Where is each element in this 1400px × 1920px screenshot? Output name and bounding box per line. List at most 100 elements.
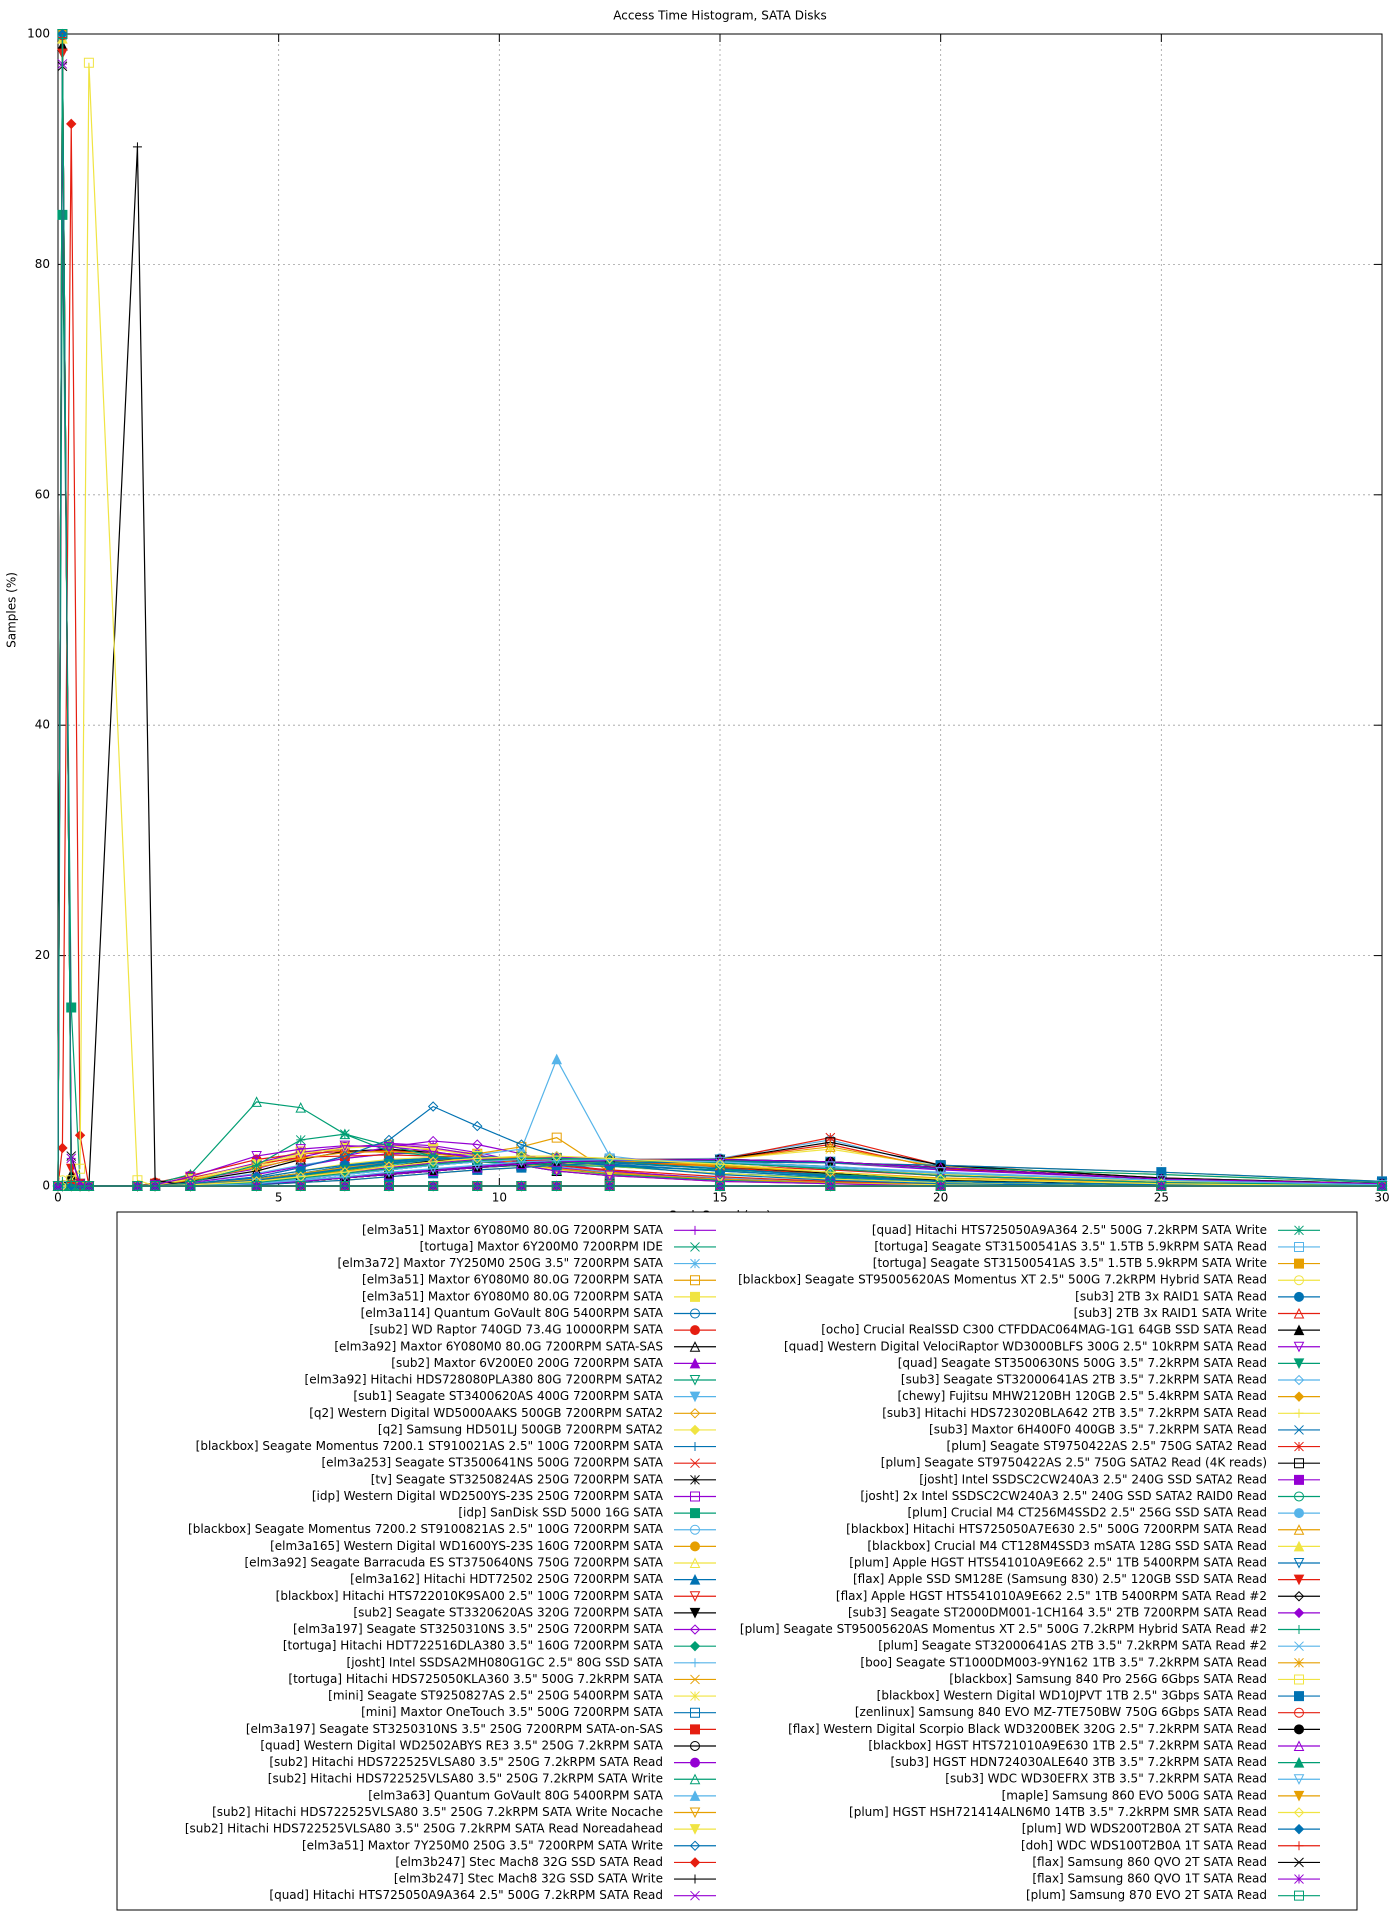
marker (472, 1181, 483, 1191)
legend-marker (689, 1424, 701, 1436)
legend-box (116, 1211, 1358, 1911)
legend-label: [blackbox] Samsung 840 Pro 256G 6Gbps SA… (949, 1672, 1267, 1686)
y-tick-label: 80 (35, 257, 50, 271)
legend-label: [idp] Western Digital WD2500YS-23S 250G … (312, 1489, 664, 1503)
marker (551, 1181, 562, 1191)
marker (295, 1144, 307, 1155)
legend-label: [plum] Seagate ST9750422AS 2.5" 750G SAT… (947, 1439, 1267, 1453)
legend-marker (690, 1275, 700, 1286)
y-axis-label: Samples (%) (5, 572, 19, 648)
marker (251, 1151, 262, 1162)
marker (383, 1168, 395, 1180)
marker (472, 1120, 483, 1132)
legend-label: [quad] Western Digital VelociRaptor WD30… (784, 1339, 1267, 1353)
marker (551, 1150, 562, 1162)
marker (57, 1142, 68, 1154)
legend-marker (690, 1458, 700, 1469)
marker (825, 1181, 836, 1191)
legend-marker (690, 1491, 700, 1502)
legend-label: [sub1] Seagate ST3400620AS 400G 7200RPM … (353, 1389, 663, 1403)
marker (384, 1181, 394, 1191)
marker (150, 1181, 161, 1191)
marker (551, 1132, 562, 1143)
legend-label: [sub3] 2TB 3x RAID1 SATA Read (1075, 1289, 1267, 1303)
marker (251, 1160, 262, 1171)
legend-label: [blackbox] Seagate Momentus 7200.2 ST910… (188, 1522, 664, 1536)
legend-label: [blackbox] Hitachi HTS722010K9SA00 2.5" … (276, 1589, 664, 1603)
legend-label: [plum] Crucial M4 CT256M4SSD2 2.5" 256G … (907, 1506, 1267, 1520)
legend-label: [blackbox] Seagate ST95005620AS Momentus… (738, 1273, 1267, 1287)
marker (516, 1156, 527, 1168)
marker (604, 1153, 615, 1164)
x-tick-label: 5 (275, 1191, 283, 1205)
legend-marker (1293, 1790, 1305, 1802)
legend-label: [idp] SanDisk SSD 5000 16G SATA (458, 1506, 663, 1520)
legend-marker (689, 1341, 701, 1352)
legend-label: [sub2] Hitachi HDS722525VLSA80 3.5" 250G… (269, 1755, 663, 1769)
legend-label: [sub2] Maxtor 6V200E0 200G 7200RPM SATA (391, 1356, 663, 1370)
marker (516, 1141, 527, 1152)
marker (825, 1137, 836, 1148)
legend-label: [flax] Apple SSD SM128E (Samsung 830) 2.… (853, 1572, 1267, 1586)
legend-marker (689, 1740, 701, 1751)
legend-marker (690, 1674, 700, 1685)
legend-marker (1293, 1508, 1305, 1519)
legend-marker (689, 1408, 701, 1419)
legend-marker (690, 1442, 700, 1452)
legend-marker (689, 1840, 701, 1851)
marker (551, 1053, 563, 1065)
marker (185, 1181, 196, 1191)
marker (384, 1140, 394, 1151)
legend-label: [sub3] Hitachi HDS723020BLA642 2TB 3.5" … (882, 1406, 1267, 1420)
legend-label: [flax] Apple HGST HTS541010A9E662 2.5" 1… (836, 1589, 1267, 1603)
marker (427, 1156, 439, 1168)
legend-marker (689, 1375, 701, 1386)
legend-label: [chewy] Fujitsu MHW2120BH 120GB 2.5" 5.4… (897, 1389, 1267, 1403)
legend-marker (1293, 1740, 1305, 1751)
legend-label: [tortuga] Seagate ST31500541AS 3.5" 1.5T… (874, 1239, 1267, 1253)
legend-marker (1294, 1474, 1304, 1485)
legend-label: [josht] 2x Intel SSDSC2CW240A3 2.5" 240G… (860, 1489, 1267, 1503)
legend-label: [mini] Maxtor OneTouch 3.5" 500G 7200RPM… (361, 1705, 664, 1719)
legend-label: [elm3a51] Maxtor 7Y250M0 250G 3.5" 7200R… (302, 1838, 663, 1852)
legend-marker (1294, 1408, 1304, 1418)
legend-label: [maple] Samsung 860 EVO 500G SATA Read (1002, 1788, 1267, 1802)
legend-label: [elm3b247] Stec Mach8 32G SSD SATA Read (395, 1855, 663, 1869)
legend-label: [tortuga] Hitachi HDT722516DLA380 3.5" 1… (283, 1639, 664, 1653)
marker (604, 1181, 615, 1191)
legend-marker (690, 1225, 700, 1235)
legend-label: [elm3a162] Hitachi HDT72502 250G 7200RPM… (350, 1572, 664, 1586)
legend-marker (689, 1807, 701, 1819)
legend-marker (1293, 1374, 1305, 1386)
legend-label: [sub2] WD Raptor 740GD 73.4G 10000RPM SA… (369, 1323, 664, 1337)
marker (472, 1153, 483, 1164)
legend-label: [elm3a253] Seagate ST3500641NS 500G 7200… (321, 1456, 663, 1470)
marker (83, 1181, 94, 1191)
marker (715, 1181, 725, 1191)
legend-marker (689, 1624, 701, 1635)
legend-label: [blackbox] Crucial M4 CT128M4SSD3 mSATA … (867, 1539, 1267, 1553)
marker (295, 1102, 307, 1113)
y-tick-label: 0 (42, 1179, 50, 1193)
legend-label: [josht] Intel SSDSA2MH080G1GC 2.5" 80G S… (347, 1655, 664, 1669)
marker (339, 1166, 351, 1178)
legend-marker (689, 1591, 701, 1602)
legend-marker (1293, 1275, 1305, 1286)
marker (339, 1167, 351, 1179)
legend-label: [elm3a92] Maxtor 6Y080M0 80.0G 7200RPM S… (334, 1339, 663, 1353)
legend-label: [plum] Apple HGST HTS541010A9E662 2.5" 1… (849, 1556, 1267, 1570)
marker (516, 1158, 527, 1170)
legend-label: [tortuga] Hitachi HDS725050KLA360 3.5" 5… (288, 1672, 663, 1686)
marker (295, 1135, 306, 1145)
legend-label: [elm3b247] Stec Mach8 32G SSD SATA Write (394, 1872, 663, 1886)
legend-marker (1294, 1241, 1304, 1252)
x-tick-label: 30 (1374, 1191, 1389, 1205)
legend-marker (690, 1242, 700, 1252)
legend-marker (689, 1574, 701, 1585)
legend-marker (690, 1291, 700, 1302)
legend-marker (689, 1325, 701, 1336)
legend-label: [elm3a197] Seagate ST3250310NS 3.5" 250G… (246, 1722, 663, 1736)
legend-marker (1294, 1641, 1304, 1652)
legend-marker (690, 1508, 700, 1519)
legend-label: [tv] Seagate ST3250824AS 250G 7200RPM SA… (371, 1472, 664, 1486)
